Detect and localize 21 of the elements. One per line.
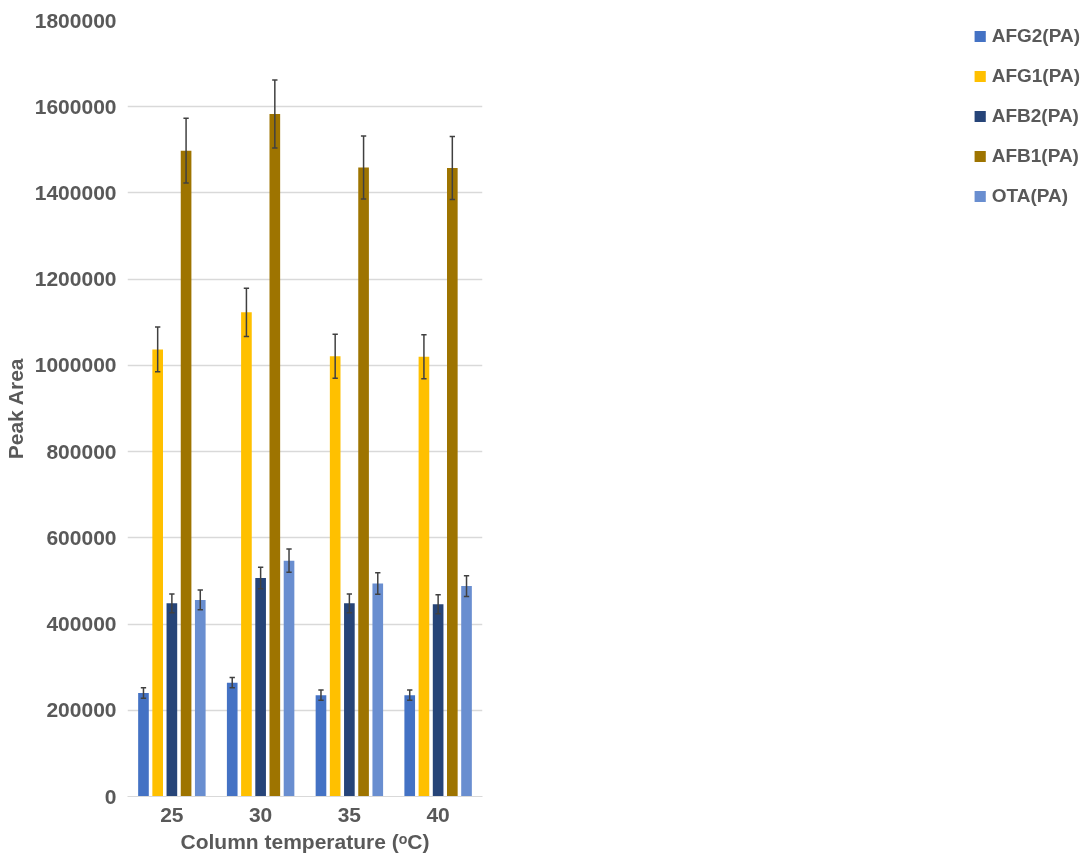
y-tick-label: 1800000 (34, 8, 117, 32)
y-tick-label: 200000 (46, 698, 117, 722)
legend-label: AFB1(PA) (991, 145, 1079, 167)
legend-label: AFB2(PA) (991, 105, 1079, 127)
y-tick-label: 600000 (46, 525, 117, 549)
x-tick-label: 30 (248, 802, 273, 826)
y-tick-label: 1200000 (34, 267, 117, 291)
legend-label: OTA(PA) (991, 185, 1069, 207)
x-tick-label: 35 (337, 802, 362, 826)
y-tick-label: 1000000 (34, 353, 117, 377)
y-tick-label: 400000 (46, 612, 117, 636)
legend-label: AFG2(PA) (991, 25, 1080, 47)
y-tick-label: 1600000 (34, 94, 117, 118)
x-axis-title: Column temperature (ᵒC) (180, 829, 430, 853)
legend-label: AFG1(PA) (991, 65, 1080, 87)
x-tick-label: 40 (426, 802, 450, 826)
y-tick-label: 1400000 (34, 180, 117, 204)
x-tick-label: 25 (160, 802, 184, 826)
y-tick-label: 800000 (46, 439, 117, 463)
y-tick-label: 0 (104, 784, 117, 808)
y-axis-title: Peak Area (3, 358, 27, 460)
